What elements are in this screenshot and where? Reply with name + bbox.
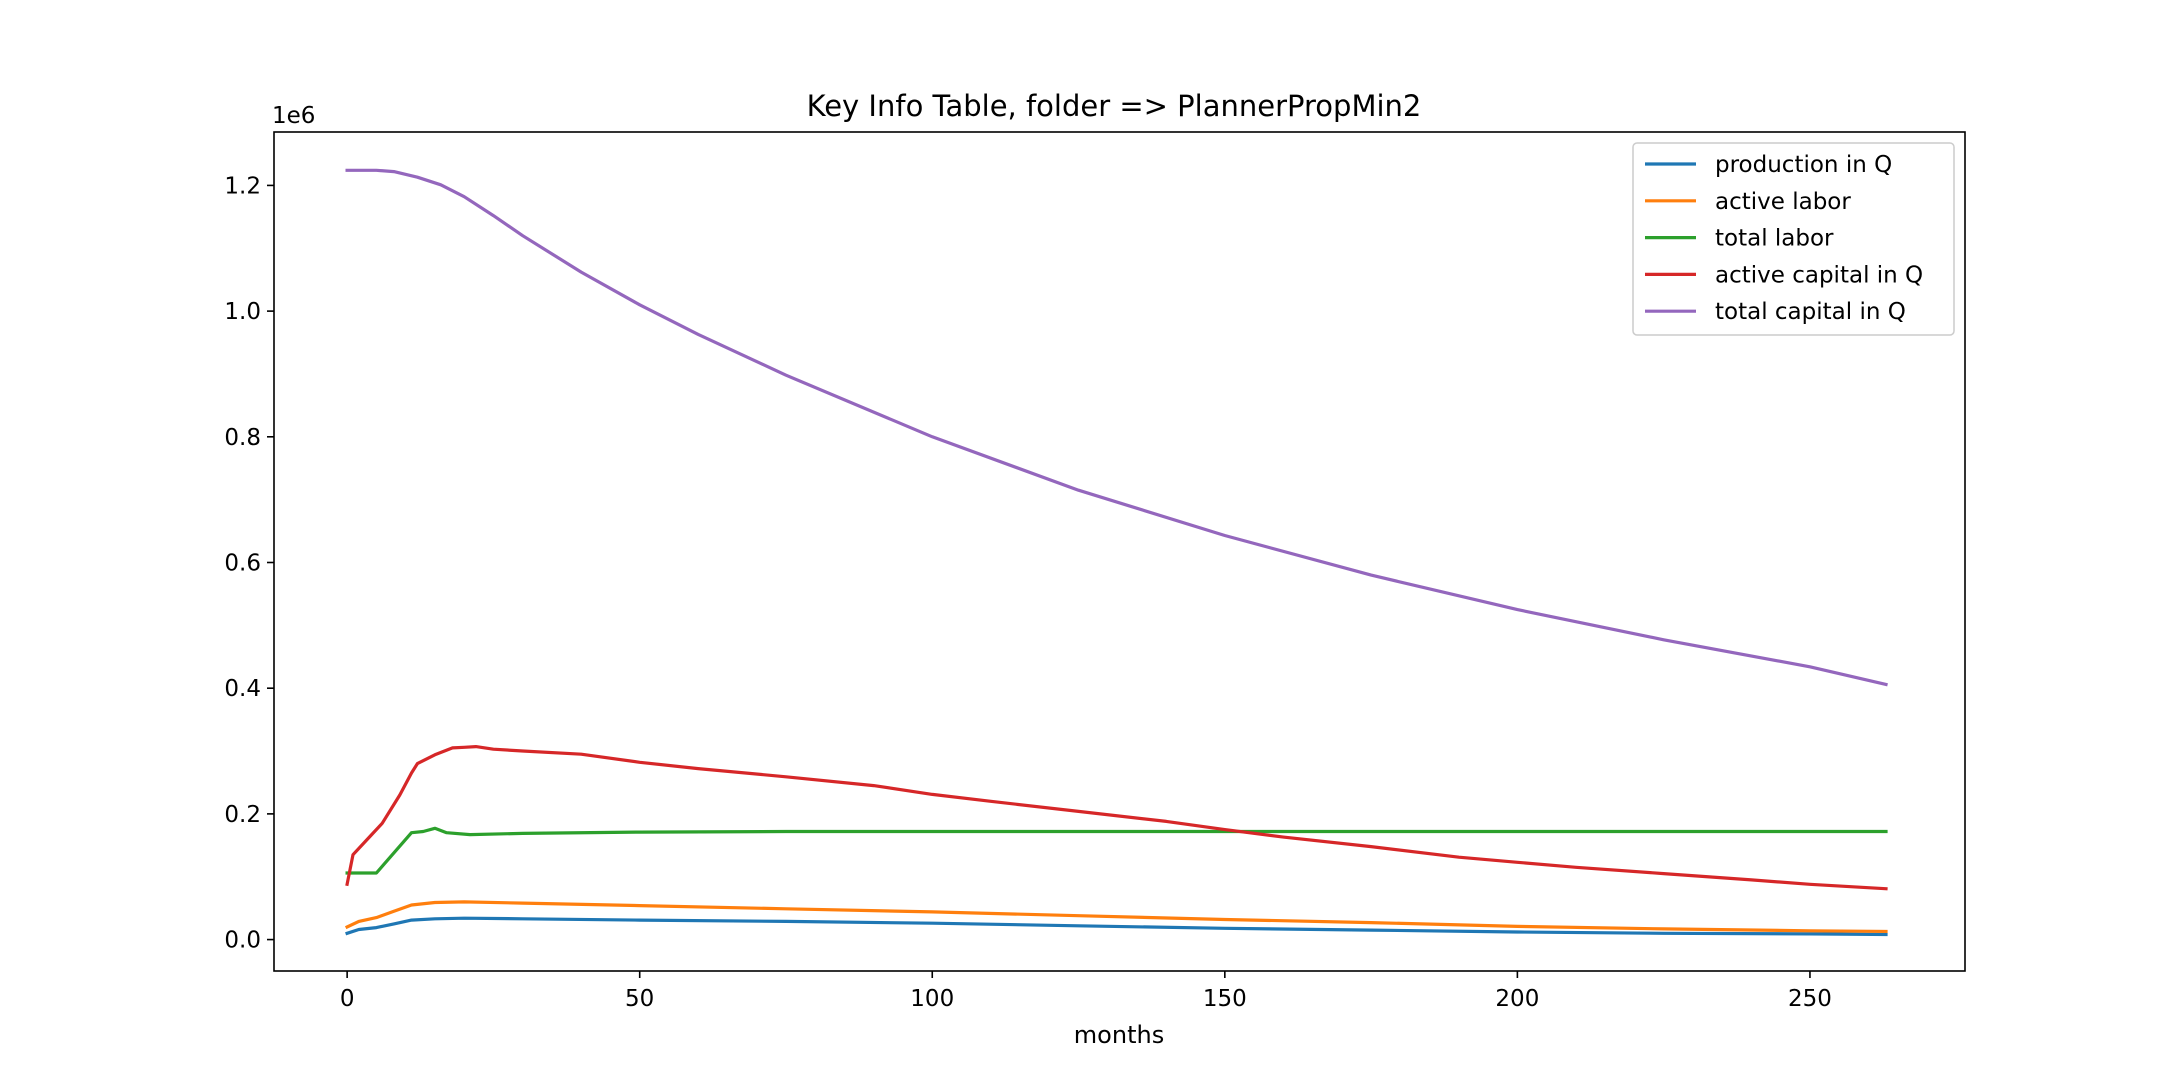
y-scale-label: 1e6 bbox=[272, 103, 315, 129]
series-line-4 bbox=[345, 168, 1888, 687]
y-tick-label: 0.0 bbox=[224, 928, 261, 954]
legend-label-0: production in Q bbox=[1715, 152, 1892, 178]
legend-label-2: total labor bbox=[1715, 226, 1834, 252]
y-tick-label: 0.8 bbox=[224, 425, 261, 451]
series-line-2 bbox=[345, 826, 1888, 875]
series-line-3 bbox=[345, 745, 1888, 891]
legend: production in Q active labor total labor ac… bbox=[1632, 142, 1955, 336]
x-tick-label: 50 bbox=[625, 986, 654, 1012]
x-tick-label: 200 bbox=[1495, 986, 1539, 1012]
y-tick-label: 1.0 bbox=[224, 299, 261, 325]
legend-items: production in Q active labor total labor ac… bbox=[1645, 152, 1923, 325]
x-tick-label: 100 bbox=[910, 986, 954, 1012]
y-tick-label: 0.4 bbox=[224, 676, 261, 702]
plot-frame bbox=[273, 131, 1966, 972]
chart-title: Key Info Table, folder => PlannerPropMin… bbox=[807, 89, 1422, 123]
x-tick-label: 150 bbox=[1203, 986, 1247, 1012]
y-axis: 0.0 0.2 0.4 0.6 0.8 1.0 1.2 bbox=[224, 173, 274, 954]
x-tick-label: 250 bbox=[1788, 986, 1832, 1012]
plot-area bbox=[273, 131, 1966, 972]
series-line-1 bbox=[344, 900, 1888, 934]
legend-label-3: active capital in Q bbox=[1715, 262, 1923, 288]
x-axis: 0 50 100 150 200 250 bbox=[340, 971, 1832, 1012]
y-tick-label: 1.2 bbox=[224, 173, 261, 199]
legend-label-1: active labor bbox=[1715, 189, 1851, 215]
legend-label-4: total capital in Q bbox=[1715, 299, 1906, 325]
y-tick-label: 0.2 bbox=[224, 802, 261, 828]
series-group bbox=[344, 168, 1888, 937]
y-tick-label: 0.6 bbox=[224, 550, 261, 576]
series-line-0 bbox=[345, 916, 1888, 937]
x-tick-label: 0 bbox=[340, 986, 355, 1012]
x-axis-label: months bbox=[1074, 1021, 1164, 1049]
legend-box bbox=[1632, 142, 1955, 336]
